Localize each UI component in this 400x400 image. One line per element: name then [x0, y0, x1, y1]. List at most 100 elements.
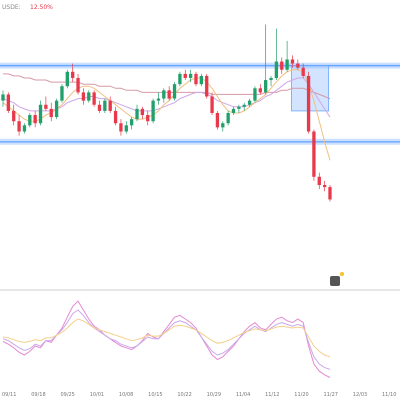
candle[interactable] [312, 129, 316, 181]
candle[interactable] [194, 71, 198, 87]
candle[interactable] [258, 84, 262, 95]
candle[interactable] [97, 100, 102, 113]
candle-body [296, 63, 300, 68]
alert-bell-button[interactable] [330, 272, 344, 286]
candle[interactable] [156, 92, 161, 105]
candle-body [199, 75, 204, 85]
candle[interactable] [49, 102, 53, 122]
candle[interactable] [54, 98, 59, 120]
candle[interactable] [269, 75, 273, 87]
candle[interactable] [264, 24, 268, 95]
candle[interactable] [215, 110, 220, 130]
candle[interactable] [146, 110, 150, 126]
candle-body [92, 92, 96, 105]
candle[interactable] [226, 110, 230, 126]
candle-body [183, 73, 187, 78]
candle[interactable] [178, 71, 182, 87]
candle[interactable] [280, 57, 284, 74]
candle[interactable] [71, 63, 75, 83]
candle[interactable] [33, 110, 37, 128]
candle[interactable] [183, 69, 187, 81]
candle[interactable] [65, 69, 69, 89]
candle[interactable] [28, 112, 32, 128]
x-tick-label: 11/04 [236, 392, 250, 398]
candle-body [6, 94, 11, 111]
candle[interactable] [6, 92, 11, 113]
candle[interactable] [274, 28, 279, 81]
candle[interactable] [103, 98, 107, 113]
candle-body [60, 86, 64, 101]
candle-body [140, 108, 145, 116]
header-symbol: USDE: [2, 4, 21, 11]
candle[interactable] [210, 92, 214, 116]
candle[interactable] [119, 119, 123, 136]
candle[interactable] [172, 82, 177, 101]
candle-body [54, 100, 59, 118]
oscillator-pane[interactable] [2, 300, 331, 378]
oscillator-line-2 [2, 309, 331, 370]
candle-body [151, 100, 155, 122]
oscillator-line-3 [2, 318, 331, 358]
candle-body [280, 61, 284, 70]
candle[interactable] [81, 88, 86, 105]
candle-body [167, 90, 171, 99]
price-pane[interactable] [0, 24, 400, 202]
candle[interactable] [22, 123, 27, 134]
candle[interactable] [124, 121, 128, 134]
candle[interactable] [296, 59, 300, 70]
candle[interactable] [231, 106, 236, 116]
candle[interactable] [199, 73, 204, 87]
candle[interactable] [92, 90, 96, 107]
candle[interactable] [17, 115, 21, 136]
candle[interactable] [290, 55, 295, 68]
candle-body [119, 123, 123, 132]
candle[interactable] [253, 86, 257, 103]
candle-body [38, 104, 43, 124]
candle[interactable] [317, 172, 321, 190]
candle[interactable] [129, 117, 134, 130]
candle[interactable] [108, 96, 112, 113]
x-tick-label: 10/15 [148, 392, 162, 398]
candle[interactable] [242, 102, 246, 111]
candle[interactable] [322, 180, 327, 192]
candle[interactable] [12, 104, 16, 126]
candle[interactable] [151, 98, 155, 124]
candle-body [172, 84, 177, 99]
candle-body [65, 71, 69, 87]
candle[interactable] [247, 98, 252, 107]
x-tick-label: 11/12 [265, 392, 279, 398]
candle-body [247, 100, 252, 105]
candle[interactable] [285, 40, 289, 72]
candle[interactable] [188, 69, 193, 83]
candle[interactable] [167, 86, 171, 101]
candle[interactable] [38, 100, 43, 126]
candle[interactable] [87, 90, 91, 103]
candle[interactable] [328, 185, 332, 202]
candle-body [253, 88, 257, 101]
candle[interactable] [76, 73, 80, 95]
candle-body [162, 90, 166, 99]
candle-body [135, 108, 139, 120]
candle[interactable] [301, 63, 305, 78]
candle[interactable] [1, 90, 5, 107]
candle-body [312, 131, 316, 177]
candle[interactable] [113, 106, 118, 126]
candle-body [156, 98, 161, 101]
candle[interactable] [237, 104, 241, 113]
notification-dot-icon [340, 272, 344, 276]
candle-body [22, 125, 27, 132]
candle[interactable] [60, 84, 64, 103]
candle[interactable] [221, 121, 225, 132]
candle-body [237, 106, 241, 109]
candle[interactable] [162, 88, 166, 103]
candle[interactable] [44, 96, 48, 111]
candle[interactable] [140, 106, 145, 120]
candle-body [49, 108, 53, 118]
candle-body [242, 104, 246, 107]
candle-body [269, 77, 273, 81]
candle[interactable] [306, 71, 311, 134]
candle[interactable] [205, 73, 209, 99]
candle[interactable] [135, 104, 139, 122]
x-tick-label: 12/03 [353, 392, 367, 398]
